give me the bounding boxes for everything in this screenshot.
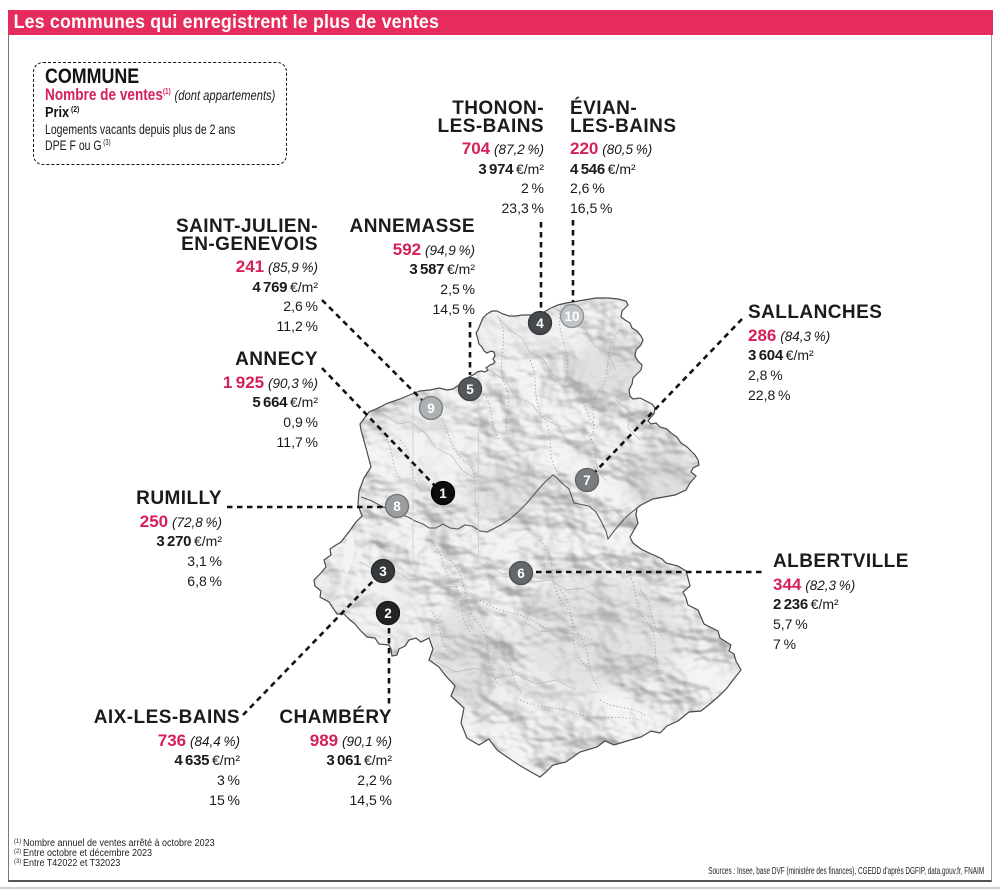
svg-text:7: 7 [583,473,591,488]
svg-text:3: 3 [379,564,387,579]
svg-text:8: 8 [393,499,401,514]
svg-text:1: 1 [439,486,447,501]
svg-text:4: 4 [536,316,544,331]
svg-text:5: 5 [466,382,474,397]
svg-text:10: 10 [564,309,579,324]
svg-text:9: 9 [427,401,435,416]
svg-text:6: 6 [517,566,525,581]
svg-text:2: 2 [384,606,392,621]
